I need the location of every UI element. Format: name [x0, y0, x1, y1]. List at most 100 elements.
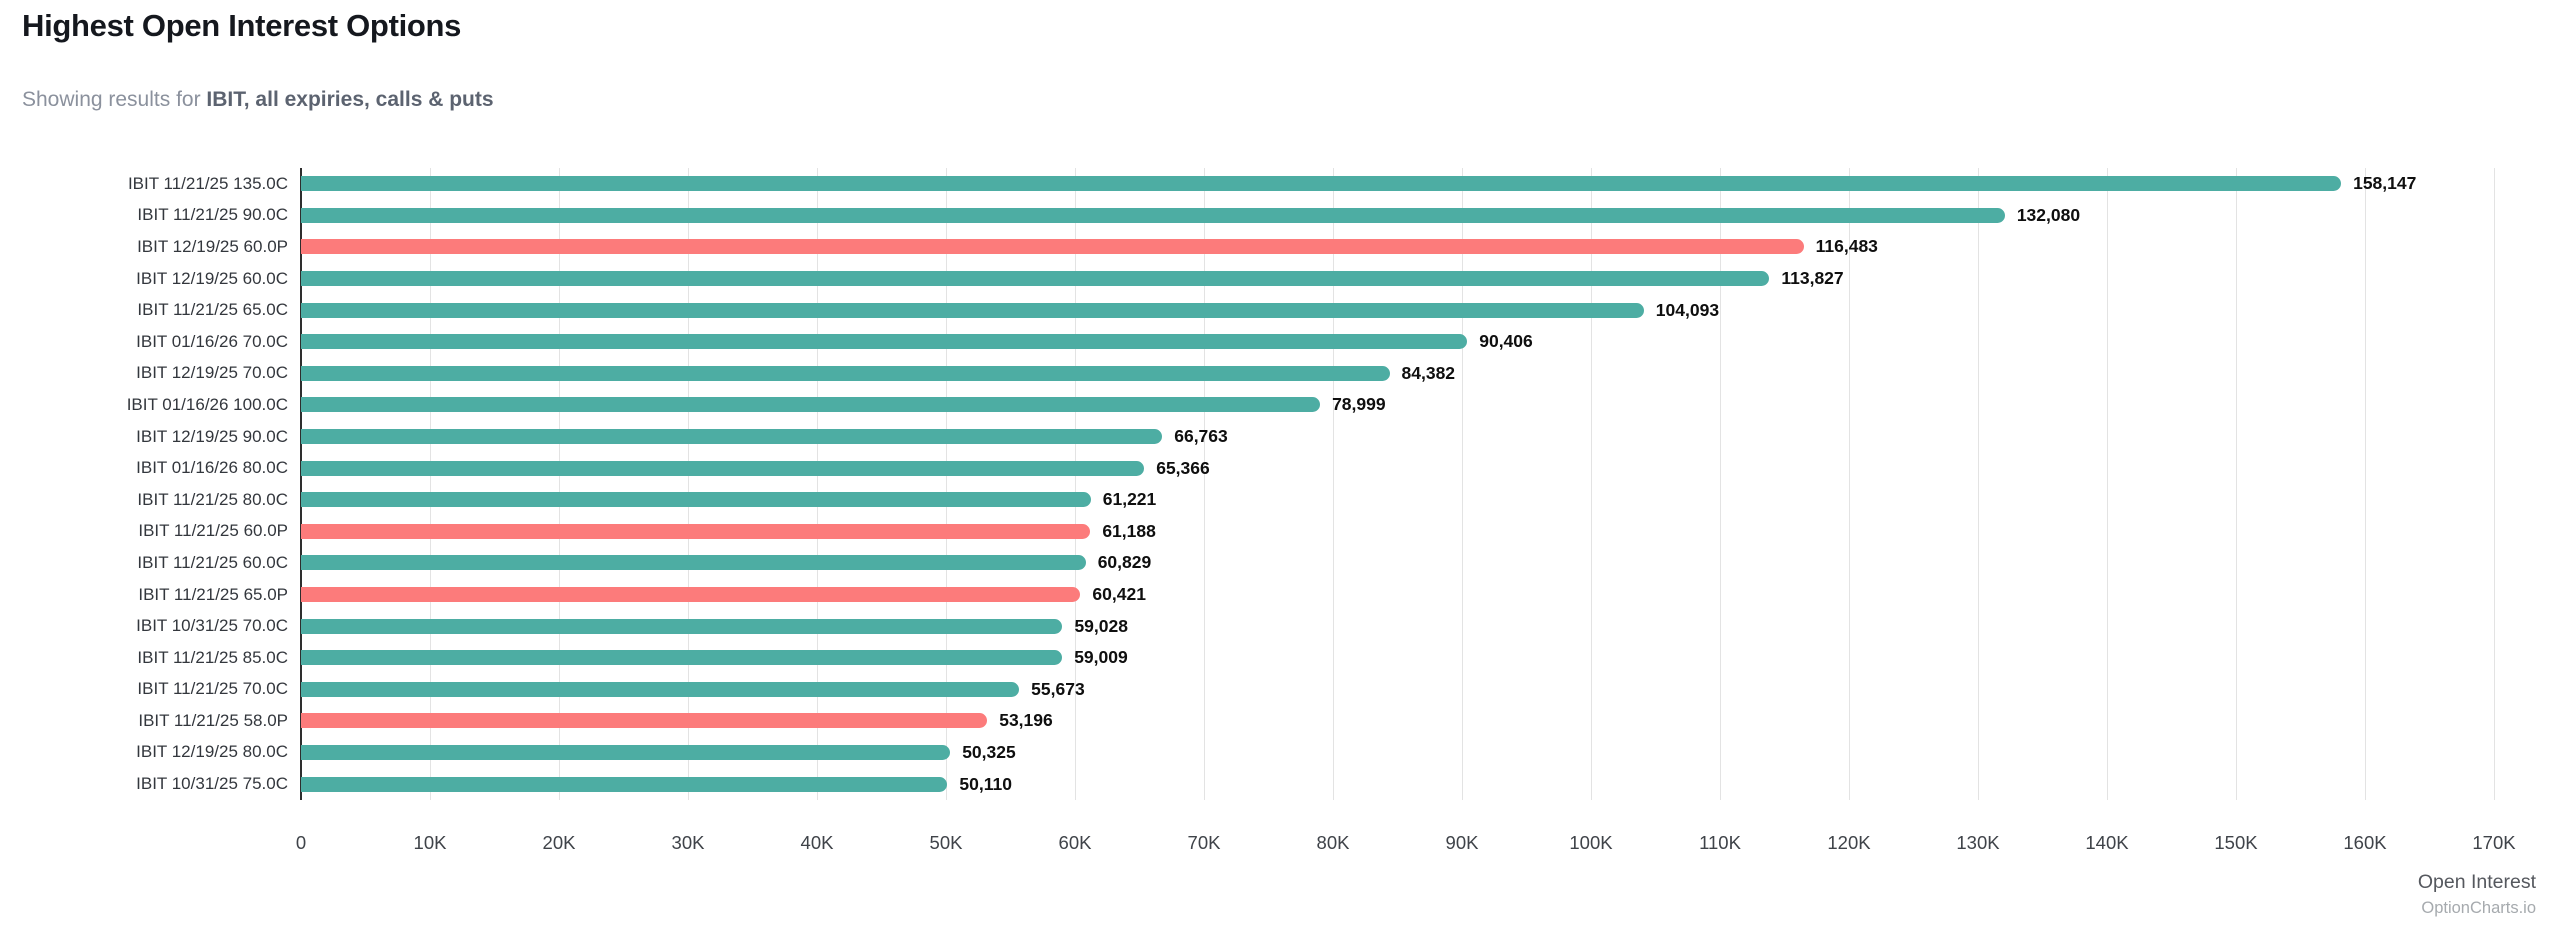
- results-summary-filter: IBIT, all expiries, calls & puts: [206, 88, 494, 111]
- category-label: IBIT 12/19/25 90.0C: [136, 426, 288, 446]
- x-tick-label: 130K: [1956, 832, 2000, 853]
- category-label: IBIT 11/21/25 60.0P: [138, 521, 288, 541]
- bar-area: 113,827: [301, 263, 2494, 295]
- call-bar[interactable]: [301, 271, 1770, 287]
- gridline: [688, 168, 689, 800]
- open-interest-bar-chart: IBIT 11/21/25 135.0C 158,147 IBIT 11/21/25…: [0, 168, 2560, 925]
- bar-area: 66,763: [301, 421, 2494, 453]
- call-bar[interactable]: [301, 460, 1145, 476]
- grid-layer: [300, 168, 2495, 800]
- x-tick-label: 150K: [2214, 832, 2258, 853]
- value-label: 104,093: [1655, 299, 1720, 320]
- category-label: IBIT 11/21/25 65.0P: [138, 584, 288, 604]
- value-label: 66,763: [1174, 426, 1228, 447]
- call-bar[interactable]: [301, 302, 1644, 318]
- category-label: IBIT 11/21/25 65.0C: [137, 300, 288, 320]
- value-label: 50,325: [962, 741, 1016, 762]
- bar-area: 116,483: [301, 231, 2494, 263]
- value-label: 113,827: [1781, 268, 1844, 289]
- bar-row: IBIT 01/16/26 70.0C 90,406: [0, 326, 2560, 358]
- x-tick-label: 120K: [1827, 832, 1871, 853]
- x-axis-ticks: 0 10K 20K 30K 40K 50K 60K 70K 80K 90K 100K 110K 120K…: [296, 832, 2516, 858]
- bar-area: 59,028: [301, 610, 2494, 642]
- watermark: OptionCharts.io: [2421, 899, 2536, 917]
- gridline: [1591, 168, 1592, 800]
- bar-row: IBIT 12/19/25 60.0C 113,827: [0, 263, 2560, 295]
- gridline: [2107, 168, 2108, 800]
- value-label: 53,196: [999, 710, 1053, 731]
- x-axis-title: Open Interest: [2417, 871, 2536, 893]
- bar-row: IBIT 12/19/25 70.0C 84,382: [0, 358, 2560, 390]
- value-label: 59,028: [1074, 615, 1128, 636]
- category-label: IBIT 12/19/25 60.0P: [137, 236, 288, 256]
- call-bar[interactable]: [301, 681, 1020, 697]
- value-label: 60,829: [1097, 552, 1152, 573]
- bar-area: 53,196: [301, 705, 2494, 737]
- put-bar[interactable]: [301, 523, 1091, 539]
- bar-area: 65,366: [301, 452, 2494, 484]
- value-label: 65,366: [1156, 457, 1210, 478]
- bar-area: 60,421: [301, 579, 2494, 611]
- call-bar[interactable]: [301, 650, 1063, 666]
- call-bar[interactable]: [301, 492, 1091, 508]
- bar-rows: IBIT 11/21/25 135.0C 158,147 IBIT 11/21/25…: [0, 168, 2560, 800]
- category-axis-line: [300, 168, 302, 800]
- call-bar[interactable]: [301, 207, 2005, 223]
- bar-area: 61,221: [301, 484, 2494, 516]
- bar-row: IBIT 12/19/25 60.0P 116,483: [0, 231, 2560, 263]
- call-bar[interactable]: [301, 365, 1390, 381]
- category-label: IBIT 11/21/25 58.0P: [138, 710, 288, 730]
- bar-row: IBIT 11/21/25 65.0C 104,093: [0, 294, 2560, 326]
- put-bar[interactable]: [301, 587, 1081, 603]
- x-tick-label: 80K: [1316, 832, 1350, 853]
- bar-area: 104,093: [301, 294, 2494, 326]
- x-tick-label: 70K: [1187, 832, 1221, 853]
- bar-row: IBIT 10/31/25 70.0C 59,028: [0, 610, 2560, 642]
- gridline: [1720, 168, 1721, 800]
- bar-area: 60,829: [301, 547, 2494, 579]
- call-bar[interactable]: [301, 334, 1468, 350]
- value-label: 61,221: [1102, 489, 1157, 510]
- call-bar[interactable]: [301, 429, 1163, 445]
- value-label: 116,483: [1815, 236, 1878, 257]
- call-bar[interactable]: [301, 397, 1321, 413]
- put-bar[interactable]: [301, 239, 1804, 255]
- x-tick-label: 40K: [800, 832, 834, 853]
- bar-row: IBIT 01/16/26 80.0C 65,366: [0, 452, 2560, 484]
- bar-area: 132,080: [301, 200, 2494, 232]
- call-bar[interactable]: [301, 555, 1086, 571]
- category-label: IBIT 12/19/25 70.0C: [136, 363, 288, 383]
- gridline: [2235, 168, 2237, 800]
- value-label: 61,188: [1102, 520, 1156, 541]
- category-label: IBIT 10/31/25 75.0C: [136, 774, 288, 794]
- bar-area: 84,382: [301, 358, 2494, 390]
- bar-row: IBIT 11/21/25 60.0C 60,829: [0, 547, 2560, 579]
- category-label: IBIT 11/21/25 85.0C: [137, 647, 288, 667]
- gridline: [2494, 168, 2495, 800]
- call-bar[interactable]: [301, 776, 948, 792]
- call-bar[interactable]: [301, 176, 2342, 192]
- call-bar[interactable]: [301, 618, 1063, 634]
- results-summary-prefix: Showing results for: [22, 88, 207, 111]
- gridline: [430, 168, 431, 800]
- bar-row: IBIT 12/19/25 80.0C 50,325: [0, 737, 2560, 769]
- gridline: [1204, 168, 1205, 800]
- value-label: 78,999: [1332, 394, 1386, 415]
- put-bar[interactable]: [301, 713, 988, 729]
- category-label: IBIT 11/21/25 60.0C: [137, 552, 288, 572]
- call-bar[interactable]: [301, 744, 951, 760]
- category-label: IBIT 11/21/25 90.0C: [137, 205, 288, 225]
- bar-row: IBIT 11/21/25 90.0C 132,080: [0, 200, 2560, 232]
- bar-row: IBIT 11/21/25 65.0P 60,421: [0, 579, 2560, 611]
- bar-area: 50,110: [301, 768, 2494, 800]
- bar-row: IBIT 12/19/25 90.0C 66,763: [0, 421, 2560, 453]
- value-label: 60,421: [1092, 584, 1146, 605]
- x-tick-label: 0: [295, 832, 307, 853]
- gridline: [817, 168, 818, 800]
- x-tick-label: 60K: [1058, 832, 1092, 853]
- bar-row: IBIT 10/31/25 75.0C 50,110: [0, 768, 2560, 800]
- bar-area: 90,406: [301, 326, 2494, 358]
- category-label: IBIT 01/16/26 80.0C: [136, 458, 288, 478]
- bar-area: 59,009: [301, 642, 2494, 674]
- bar-row: IBIT 11/21/25 80.0C 61,221: [0, 484, 2560, 516]
